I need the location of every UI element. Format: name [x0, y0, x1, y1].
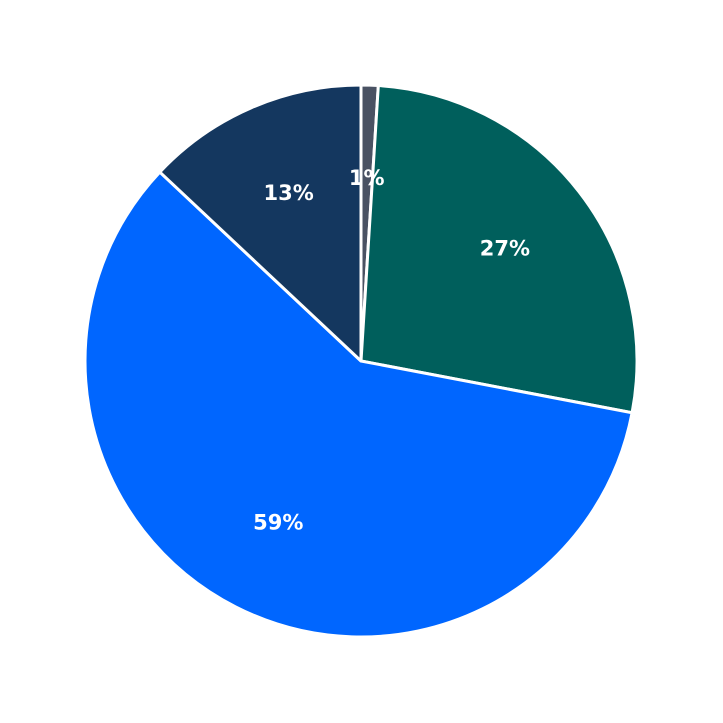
pie-slice — [359, 84, 639, 415]
slice-label: 13% — [264, 181, 314, 205]
slice-label: 59% — [253, 510, 303, 534]
pie-slice — [158, 83, 363, 363]
pie-slice — [83, 170, 634, 639]
slice-label: 1% — [349, 166, 385, 190]
slice-label: 27% — [480, 236, 530, 260]
